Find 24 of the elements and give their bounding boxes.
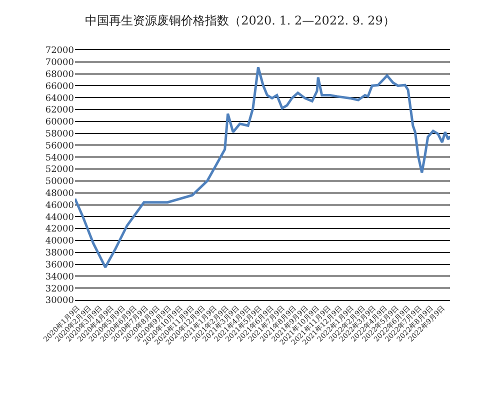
chart-title: 中国再生资源废铜价格指数（2020. 1. 2—2022. 9. 29） (85, 13, 395, 28)
y-tick-label: 70000 (45, 58, 74, 68)
y-tick-label: 58000 (45, 129, 74, 140)
y-tick-label: 72000 (45, 46, 74, 56)
y-tick-label: 62000 (45, 106, 74, 116)
y-tick-label: 36000 (45, 260, 74, 270)
y-tick-label: 34000 (45, 272, 74, 282)
y-tick-label: 30000 (45, 296, 74, 306)
y-tick-label: 56000 (45, 141, 74, 152)
y-tick-label: 66000 (45, 82, 74, 92)
y-tick-label: 38000 (45, 248, 74, 259)
y-tick-label: 64000 (45, 94, 74, 104)
y-tick-label: 46000 (45, 200, 74, 211)
y-tick-label: 48000 (45, 189, 74, 200)
y-tick-label: 40000 (45, 236, 74, 247)
y-tick-label: 60000 (45, 118, 74, 128)
y-tick-label: 44000 (45, 212, 74, 223)
y-tick-label: 68000 (45, 70, 74, 80)
y-tick-label: 42000 (45, 224, 74, 235)
line-series (75, 66, 450, 269)
y-tick-label: 54000 (45, 153, 74, 164)
y-tick-label: 52000 (45, 165, 74, 176)
y-tick-label: 32000 (45, 284, 74, 294)
y-tick-label: 50000 (45, 177, 74, 188)
